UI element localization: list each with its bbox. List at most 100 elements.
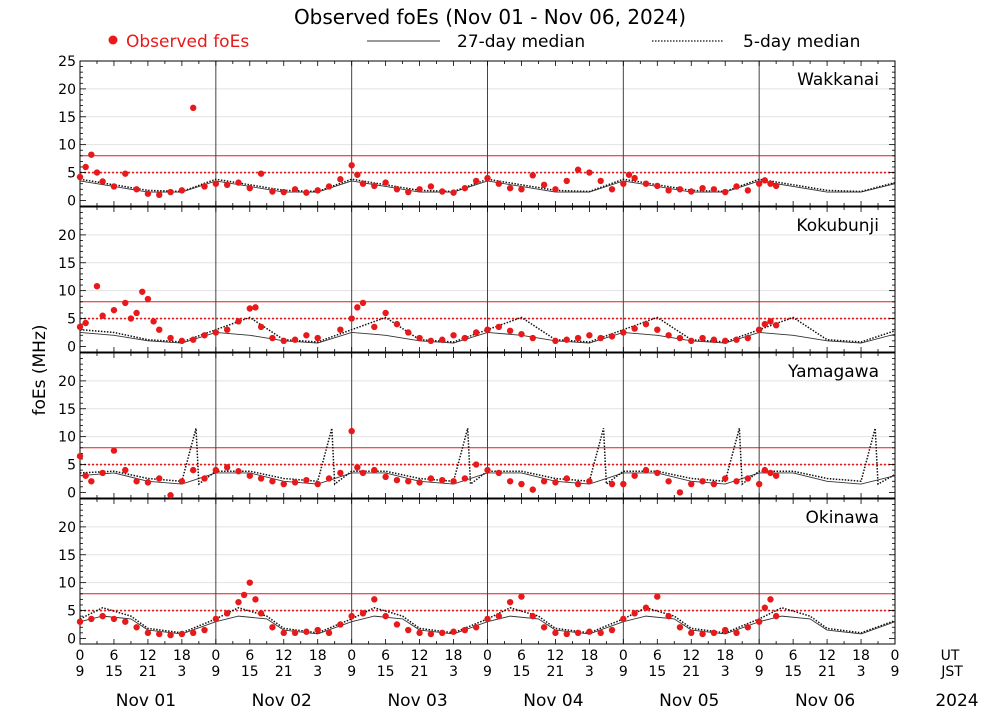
observed-point: [337, 469, 344, 477]
observed-point: [93, 169, 101, 176]
observed-point: [608, 333, 616, 340]
panel-okinawa: 0 5 10 15 20 Okinawa: [58, 498, 896, 647]
observed-point: [608, 480, 616, 488]
observed-point: [563, 475, 570, 482]
y-tick-label: 15: [58, 548, 76, 564]
observed-point: [722, 626, 729, 634]
observed-point: [371, 323, 378, 331]
observed-point: [167, 188, 174, 196]
observed-point: [642, 180, 650, 187]
observed-point: [506, 184, 514, 192]
ut-unit-label: UT: [941, 648, 960, 664]
observed-point: [291, 186, 299, 193]
observed-point: [382, 309, 389, 317]
observed-point: [427, 337, 435, 345]
panel-frame: [79, 60, 896, 207]
panel-yamagawa: 0 5 10 15 20 Yamagawa: [58, 352, 896, 501]
observed-point: [167, 492, 174, 499]
y-axis-label: foEs (MHz): [30, 324, 50, 415]
observed-point: [495, 612, 503, 620]
y-tick-label: 0: [67, 339, 76, 355]
observed-point: [371, 182, 378, 190]
observed-point: [110, 447, 118, 454]
observed-point: [189, 466, 197, 474]
jst-tick-label: 21: [411, 664, 429, 680]
y-tick-label: 20: [58, 520, 76, 536]
observed-point: [257, 323, 265, 331]
observed-point: [144, 479, 152, 486]
observed-point: [82, 472, 89, 479]
observed-point: [506, 478, 514, 485]
ut-tick-label: 18: [445, 648, 463, 664]
observed-point: [761, 177, 769, 184]
y-tick-label: 15: [58, 256, 76, 272]
panels: 0 5 10 15 20 25 Wakkanai 0 5 10 15 20 Kokubunji 0 5 10 1…: [58, 54, 896, 647]
observed-point: [133, 309, 140, 317]
observed-point: [212, 466, 220, 474]
observed-point: [461, 475, 469, 482]
observed-point: [767, 596, 774, 603]
observed-point: [744, 187, 752, 194]
observed-point: [767, 469, 774, 477]
observed-point: [212, 329, 220, 336]
ut-tick-label: 18: [580, 648, 598, 664]
observed-point: [280, 480, 287, 488]
observed-point: [772, 612, 780, 620]
observed-point: [761, 320, 769, 328]
observed-point: [354, 171, 361, 178]
jst-tick-label: 15: [105, 664, 123, 680]
observed-point: [427, 475, 435, 482]
observed-point: [354, 464, 361, 471]
y-tick-label: 0: [67, 631, 76, 647]
observed-point: [156, 475, 163, 482]
observed-point: [461, 334, 469, 342]
observed-point: [625, 171, 633, 178]
observed-point: [280, 188, 287, 196]
observed-point: [631, 174, 638, 182]
observed-point: [472, 329, 480, 336]
jst-tick-label: 21: [682, 664, 700, 680]
observed-point: [472, 177, 480, 185]
observed-point: [676, 624, 684, 631]
y-tick-label: 5: [67, 312, 76, 328]
observed-point: [744, 334, 752, 342]
observed-point: [586, 628, 593, 635]
jst-tick-label: 9: [891, 664, 900, 680]
observed-point: [178, 187, 186, 194]
observed-point: [269, 334, 276, 342]
year-label: 2024: [935, 691, 978, 711]
observed-point: [212, 615, 220, 623]
ut-tick-label: 0: [211, 648, 220, 664]
observed-point: [665, 478, 672, 485]
observed-point: [552, 479, 559, 486]
y-tick-label: 5: [67, 604, 76, 620]
observed-point: [325, 475, 333, 482]
ut-tick-label: 0: [891, 648, 900, 664]
observed-point: [252, 304, 259, 311]
jst-tick-label: 15: [241, 664, 259, 680]
observed-point: [252, 596, 259, 603]
observed-point: [269, 188, 276, 195]
jst-tick-label: 21: [547, 664, 565, 680]
observed-point: [348, 612, 355, 620]
observed-point: [586, 478, 593, 485]
day-label: Nov 03: [387, 691, 447, 711]
observed-point: [246, 305, 253, 312]
observed-point: [767, 180, 774, 187]
observed-point: [439, 336, 446, 343]
observed-point: [235, 468, 242, 475]
y-tick-label: 15: [58, 110, 76, 126]
observed-point: [110, 306, 118, 314]
observed-point: [755, 180, 763, 187]
jst-tick-label: 9: [755, 664, 764, 680]
observed-point: [371, 466, 378, 474]
observed-point: [127, 315, 135, 322]
chart-title: Observed foEs (Nov 01 - Nov 06, 2024): [294, 5, 686, 29]
observed-point: [122, 618, 129, 625]
observed-point: [722, 337, 729, 345]
observed-point: [405, 188, 412, 196]
observed-point: [586, 332, 593, 339]
jst-tick-label: 3: [721, 664, 730, 680]
observed-point: [699, 630, 706, 638]
